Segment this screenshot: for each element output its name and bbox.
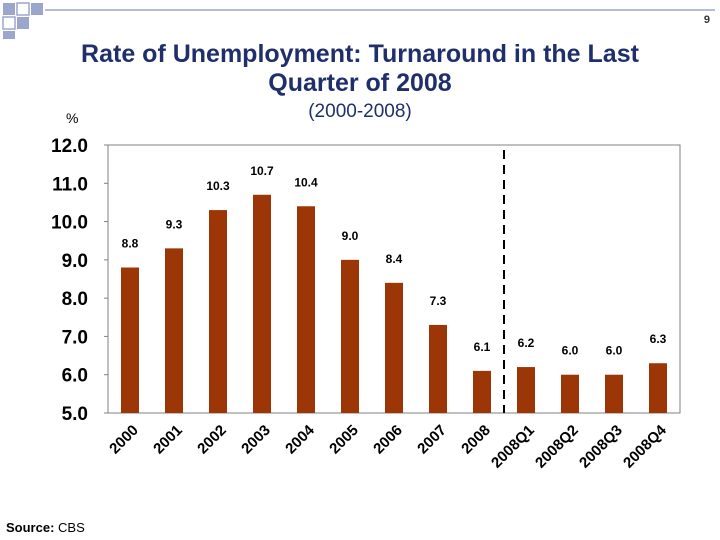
data-label: 10.7: [250, 164, 274, 178]
x-tick-label: 2008Q3: [576, 422, 626, 472]
y-tick-label: 5.0: [62, 404, 88, 425]
x-tick-label: 2004: [282, 421, 318, 457]
x-tick-label: 2000: [106, 422, 142, 458]
deco-square: [16, 2, 30, 16]
deco-square: [3, 31, 15, 39]
bar-2006: [385, 282, 403, 413]
data-label: 6.2: [518, 336, 535, 350]
y-axis-unit: %: [66, 110, 79, 126]
title-line-2: Quarter of 2008: [268, 69, 452, 97]
slide-title: Rate of Unemployment: Turnaround in the …: [0, 40, 720, 98]
y-tick-label: 7.0: [62, 327, 88, 348]
y-tick-label: 8.0: [62, 289, 88, 310]
x-tick-label: 2008Q1: [488, 422, 538, 472]
data-label: 6.3: [650, 332, 667, 346]
bar-2008: [473, 370, 491, 413]
bar-2000: [121, 267, 139, 413]
bar-2004: [297, 206, 315, 413]
data-label: 6.0: [562, 344, 579, 358]
deco-square: [31, 3, 43, 15]
data-label: 6.0: [606, 344, 623, 358]
deco-square: [3, 3, 15, 15]
bar-2008q3: [605, 374, 623, 413]
y-tick-label: 9.0: [62, 251, 88, 272]
x-tick-label: 2002: [194, 422, 230, 458]
title-line-1: Rate of Unemployment: Turnaround in the …: [81, 40, 639, 68]
x-tick-label: 2008Q4: [620, 421, 670, 471]
y-tick-label: 12.0: [51, 136, 88, 157]
x-tick-label: 2006: [370, 422, 406, 458]
source-value: CBS: [58, 520, 85, 535]
x-tick-label: 2001: [150, 422, 186, 458]
deco-square: [2, 16, 16, 30]
data-label: 9.3: [166, 217, 183, 231]
bar-2008q1: [517, 367, 535, 413]
x-tick-label: 2005: [326, 422, 362, 458]
source-note: Source: CBS: [6, 520, 85, 535]
bar-2008q4: [649, 363, 667, 413]
data-label: 8.8: [122, 237, 139, 251]
data-label: 7.3: [430, 294, 447, 308]
x-tick-label: 2008: [458, 422, 494, 458]
deco-square: [17, 17, 29, 29]
page-number: 9: [703, 14, 710, 26]
bar-2003: [253, 194, 271, 413]
bar-2005: [341, 259, 359, 413]
header-decoration: [2, 2, 715, 39]
data-label: 10.3: [206, 179, 230, 193]
y-tick-label: 6.0: [62, 366, 88, 387]
data-label: 8.4: [386, 252, 403, 266]
data-label: 9.0: [342, 229, 359, 243]
y-tick-label: 10.0: [51, 213, 88, 234]
bar-2001: [165, 248, 183, 413]
x-tick-label: 2008Q2: [532, 422, 582, 472]
y-tick-label: 11.0: [52, 174, 88, 195]
bar-2002: [209, 210, 227, 413]
bar-2007: [429, 324, 447, 413]
x-tick-label: 2003: [238, 422, 274, 458]
x-tick-label: 2007: [414, 422, 450, 458]
bar-2008q2: [561, 374, 579, 413]
slide-subtitle: (2000-2008): [308, 101, 412, 122]
data-label: 6.1: [474, 340, 491, 354]
data-label: 10.4: [294, 175, 318, 189]
source-label: Source:: [6, 520, 55, 535]
